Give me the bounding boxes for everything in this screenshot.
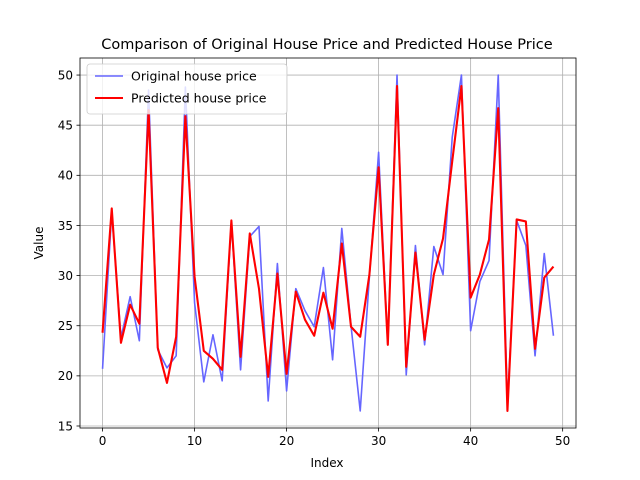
x-tick-label: 10 bbox=[187, 434, 202, 448]
y-tick-label: 35 bbox=[58, 219, 73, 233]
y-axis-label: Value bbox=[32, 227, 46, 260]
y-tick-label: 40 bbox=[58, 169, 73, 183]
x-tick-label: 30 bbox=[371, 434, 386, 448]
x-tick-label: 50 bbox=[555, 434, 570, 448]
legend-label: Original house price bbox=[131, 69, 257, 84]
x-tick-label: 20 bbox=[279, 434, 294, 448]
series-line-predicted bbox=[101, 85, 555, 413]
legend: Original house price Predicted house pric… bbox=[86, 63, 288, 115]
ticks: 0 10 20 30 40 50 15 20 25 30 35 40 45 50 bbox=[58, 68, 571, 448]
series-layer bbox=[101, 74, 555, 413]
y-tick-label: 15 bbox=[58, 419, 73, 433]
y-tick-label: 50 bbox=[58, 68, 73, 82]
chart-title: Comparison of Original House Price and P… bbox=[101, 37, 552, 53]
legend-box bbox=[86, 63, 288, 115]
plot-frame bbox=[79, 57, 577, 429]
y-tick-label: 25 bbox=[58, 319, 73, 333]
y-tick-label: 20 bbox=[58, 369, 73, 383]
x-tick-label: 40 bbox=[463, 434, 478, 448]
x-tick-label: 0 bbox=[99, 434, 107, 448]
grid bbox=[80, 58, 576, 428]
legend-label: Predicted house price bbox=[131, 91, 267, 106]
y-tick-label: 30 bbox=[58, 269, 73, 283]
x-axis-label: Index bbox=[310, 456, 343, 470]
y-tick-label: 45 bbox=[58, 118, 73, 132]
